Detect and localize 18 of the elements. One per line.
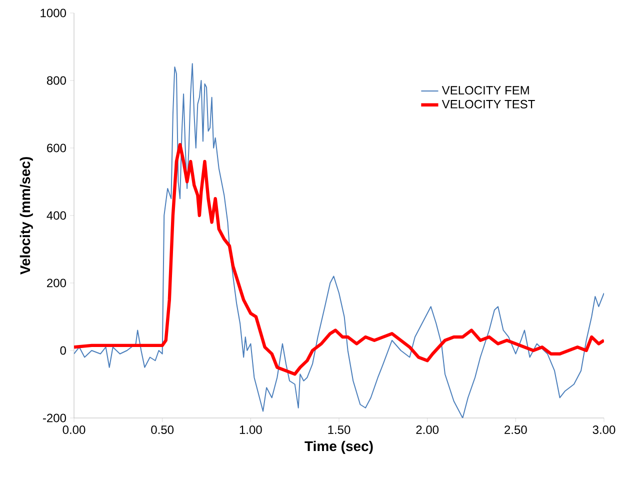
y-tick-label: -200 <box>42 414 66 422</box>
y-tick-label: 800 <box>46 76 66 85</box>
x-tick-label: 2.00 <box>416 426 439 434</box>
x-tick-label: 0.50 <box>151 426 174 434</box>
y-tick-label: 200 <box>47 278 66 288</box>
y-tick-label: 0 <box>60 346 66 355</box>
y-tick-label: 600 <box>47 144 66 152</box>
x-tick-label: 3.00 <box>592 426 616 434</box>
x-axis-title: Time (sec) <box>304 440 373 454</box>
y-axis-title: Velocity (mm/sec) <box>20 157 33 275</box>
x-tick-label: 1.00 <box>240 426 262 434</box>
legend-label: VELOCITY TEST <box>442 100 535 108</box>
x-tick-label: 1.50 <box>328 426 350 434</box>
legend-label: VELOCITY FEM <box>442 86 529 95</box>
x-tick-label: 0.00 <box>62 426 86 434</box>
y-tick-label: 400 <box>46 211 66 220</box>
x-tick-label: 2.50 <box>504 426 527 434</box>
y-tick-label: 1000 <box>40 8 66 18</box>
